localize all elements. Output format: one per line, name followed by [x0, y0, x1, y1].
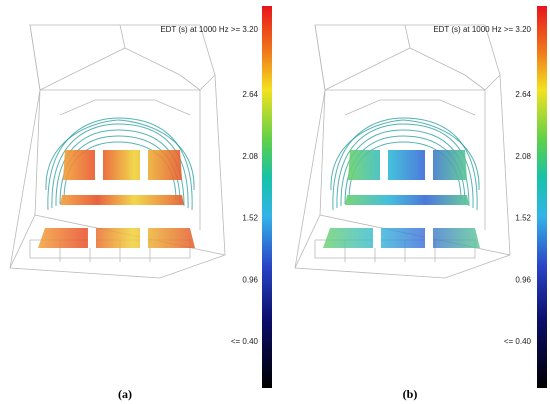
colorbar-tick-label: 2.08 — [242, 152, 258, 161]
colorbar — [262, 6, 272, 388]
colorbar-tick-label: 1.52 — [242, 214, 258, 223]
colorbar-tick-label: <= 0.40 — [231, 337, 259, 346]
colorbar-tick-label: 2.08 — [515, 152, 531, 161]
colorbar-title: EDT (s) at 1000 Hz >= 3.20 — [433, 25, 531, 34]
colorbar — [537, 6, 547, 388]
caption: (a) — [118, 387, 132, 401]
colorbar-tick-label: 2.64 — [242, 90, 258, 99]
panel-b-render — [294, 24, 511, 279]
colorbar-tick-label: <= 0.40 — [504, 337, 532, 346]
caption: (b) — [403, 387, 418, 401]
colorbar-tick-label: 1.52 — [515, 214, 531, 223]
colorbar-tick-label: 2.64 — [515, 90, 531, 99]
colorbar-tick-label: 0.96 — [242, 275, 258, 284]
colorbar-tick-label: 0.96 — [515, 275, 531, 284]
colorbar-title: EDT (s) at 1000 Hz >= 3.20 — [160, 25, 258, 34]
panel-a-render — [9, 24, 226, 279]
